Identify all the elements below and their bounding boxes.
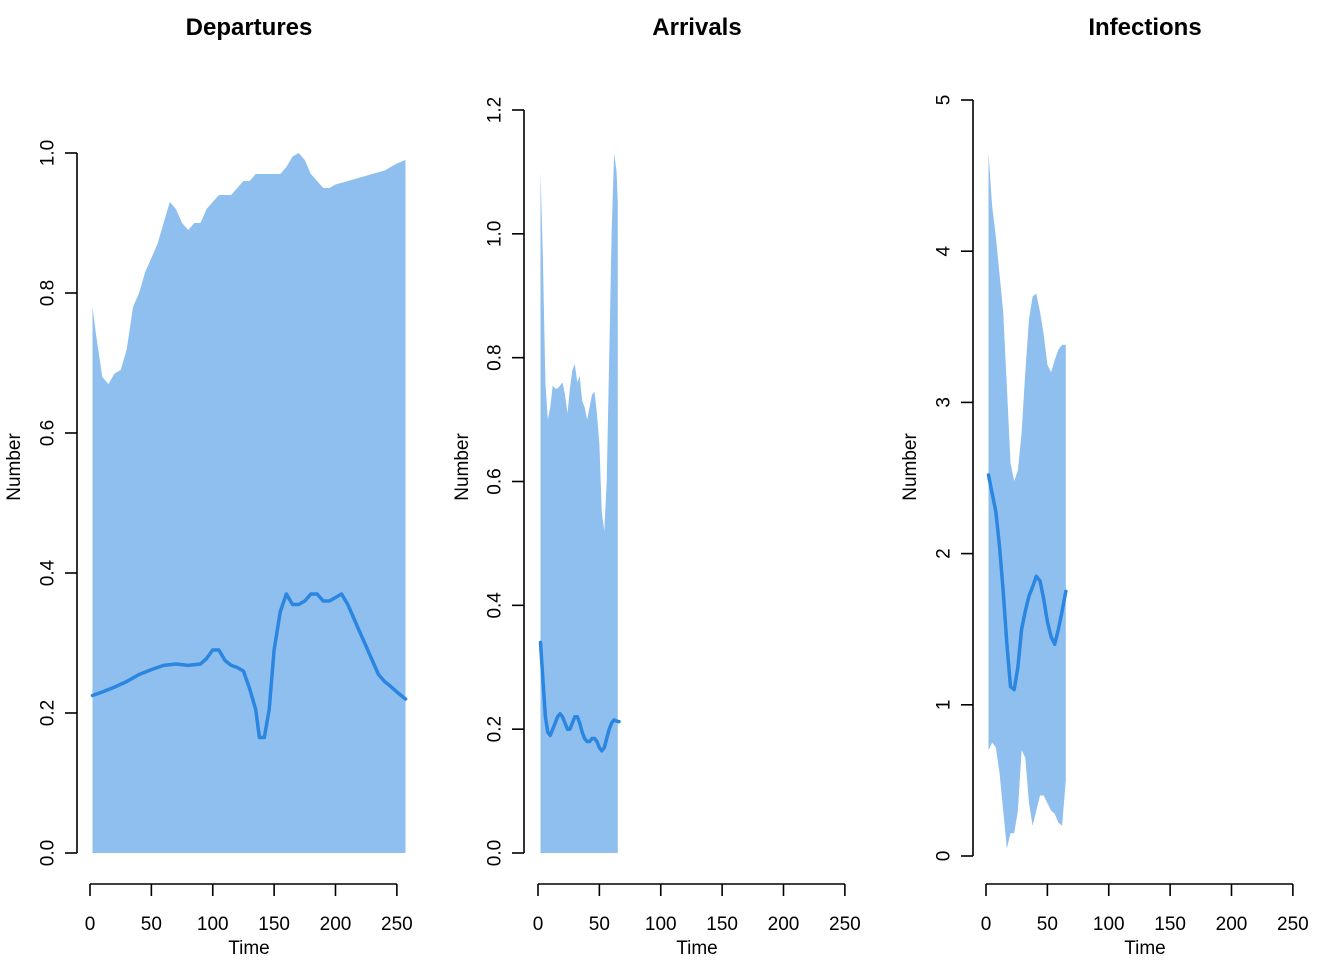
y-axis-label: Number	[900, 433, 921, 501]
x-tick-label: 150	[706, 914, 738, 935]
x-tick-label: 100	[645, 914, 677, 935]
x-axis: 0 50 100 150 200 250	[981, 883, 1309, 935]
y-axis: 0 1 2 3 4 5	[934, 95, 974, 862]
y-tick-label: 0.6	[485, 468, 506, 494]
y-tick-label: 1	[934, 700, 955, 711]
x-tick-label: 0	[533, 914, 544, 935]
x-tick-label: 250	[1277, 914, 1309, 935]
y-tick-label: 0.2	[38, 700, 59, 726]
y-axis: 0.0 0.2 0.4 0.6 0.8 1.0 1.2	[485, 97, 525, 866]
panel-infections: Infections 0 1 2 3 4 5 0 50 100 150 200 250 Number…	[900, 14, 1309, 959]
mean-line	[986, 473, 1068, 692]
y-tick-label: 1.2	[485, 97, 506, 123]
chart-title: Arrivals	[652, 14, 741, 41]
y-tick-label: 0.2	[485, 716, 506, 742]
y-tick-label: 0.4	[485, 592, 506, 619]
y-axis-label: Number	[452, 433, 473, 501]
x-tick-label: 50	[589, 914, 610, 935]
x-tick-label: 150	[258, 914, 290, 935]
x-axis: 0 50 100 150 200 250	[85, 883, 413, 935]
y-tick-label: 0.6	[38, 420, 59, 446]
x-axis-label: Time	[676, 938, 718, 959]
x-tick-label: 200	[320, 914, 352, 935]
x-tick-label: 50	[141, 914, 162, 935]
confidence-band	[540, 153, 618, 854]
y-tick-label: 2	[934, 548, 955, 559]
confidence-band	[92, 153, 406, 853]
x-axis-label: Time	[1124, 938, 1166, 959]
confidence-band	[988, 152, 1066, 849]
x-tick-label: 150	[1154, 914, 1186, 935]
mean-line	[90, 592, 408, 740]
y-tick-label: 5	[934, 95, 955, 106]
x-tick-label: 200	[1216, 914, 1248, 935]
x-tick-label: 0	[981, 914, 992, 935]
y-axis-label: Number	[4, 433, 25, 501]
y-tick-label: 0.0	[38, 840, 59, 866]
y-tick-label: 0	[934, 851, 955, 862]
chart-title: Infections	[1088, 14, 1201, 41]
y-tick-label: 1.0	[38, 140, 59, 166]
x-tick-label: 0	[85, 914, 96, 935]
x-tick-label: 50	[1037, 914, 1058, 935]
x-axis: 0 50 100 150 200 250	[533, 883, 861, 935]
y-tick-label: 0.0	[485, 840, 506, 866]
y-tick-label: 0.8	[38, 280, 59, 306]
x-tick-label: 250	[381, 914, 413, 935]
x-tick-label: 200	[768, 914, 800, 935]
x-axis-label: Time	[228, 938, 270, 959]
panel-arrivals: Arrivals 0.0 0.2 0.4 0.6 0.8 1.0 1.2 0 50 100 150…	[452, 14, 861, 959]
y-tick-label: 0.8	[485, 344, 506, 370]
y-tick-label: 0.4	[38, 559, 59, 586]
y-tick-label: 4	[934, 245, 955, 256]
chart-title: Departures	[186, 14, 313, 41]
y-tick-label: 1.0	[485, 221, 506, 247]
mean-line	[538, 640, 621, 753]
x-tick-label: 250	[829, 914, 861, 935]
y-tick-label: 3	[934, 397, 955, 408]
x-tick-label: 100	[197, 914, 229, 935]
x-tick-label: 100	[1093, 914, 1125, 935]
y-axis: 0.0 0.2 0.4 0.6 0.8 1.0	[38, 140, 78, 866]
panel-departures: Departures 0.0 0.2 0.4 0.6 0.8 1.0 0 50 100 150 2…	[4, 14, 413, 959]
